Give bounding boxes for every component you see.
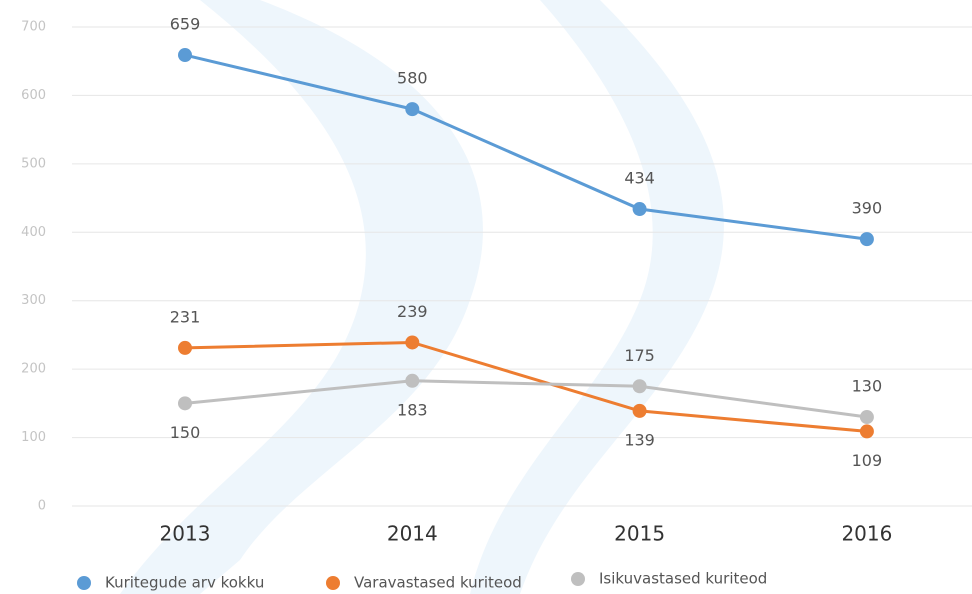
data-point — [632, 202, 647, 217]
legend-label: Kuritegude arv kokku — [105, 574, 264, 592]
data-point — [405, 335, 420, 350]
data-label: 434 — [624, 169, 655, 188]
data-label: 580 — [397, 69, 428, 88]
data-label: 659 — [170, 15, 201, 34]
legend-marker — [571, 572, 585, 586]
legend-marker — [326, 576, 340, 590]
x-tick-label: 2014 — [387, 522, 438, 546]
data-point — [178, 396, 192, 411]
data-point — [632, 379, 647, 394]
data-label: 150 — [170, 423, 201, 442]
series-line — [184, 340, 868, 433]
x-tick-label: 2015 — [614, 522, 665, 546]
y-tick-label: 700 — [21, 20, 46, 35]
data-label: 231 — [170, 307, 201, 326]
legend-marker — [77, 576, 91, 590]
data-point — [859, 424, 874, 439]
legend-label: Isikuvastased kuriteod — [599, 570, 767, 588]
y-tick-label: 600 — [21, 88, 46, 103]
y-tick-label: 400 — [21, 225, 46, 240]
data-point — [178, 48, 192, 63]
background-decoration — [120, 0, 724, 594]
series-line — [184, 379, 868, 419]
y-tick-label: 0 — [38, 499, 46, 514]
y-tick-label: 500 — [21, 156, 46, 171]
y-tick-label: 100 — [21, 430, 46, 445]
data-point — [859, 410, 874, 425]
data-label: 139 — [624, 430, 655, 449]
data-point — [632, 403, 647, 418]
x-tick-label: 2013 — [160, 522, 211, 546]
data-label: 130 — [852, 377, 883, 396]
y-tick-label: 200 — [21, 362, 46, 377]
data-label: 109 — [852, 451, 883, 470]
data-label: 175 — [624, 346, 655, 365]
data-point — [859, 232, 874, 247]
data-point — [405, 373, 420, 388]
series-line — [184, 53, 868, 241]
data-label: 183 — [397, 400, 428, 419]
y-tick-label: 300 — [21, 293, 46, 308]
data-label: 390 — [852, 199, 883, 218]
data-label: 239 — [397, 302, 428, 321]
data-point — [178, 340, 192, 355]
data-point — [405, 102, 420, 117]
x-tick-label: 2016 — [841, 522, 892, 546]
legend-label: Varavastased kuriteod — [354, 574, 522, 592]
